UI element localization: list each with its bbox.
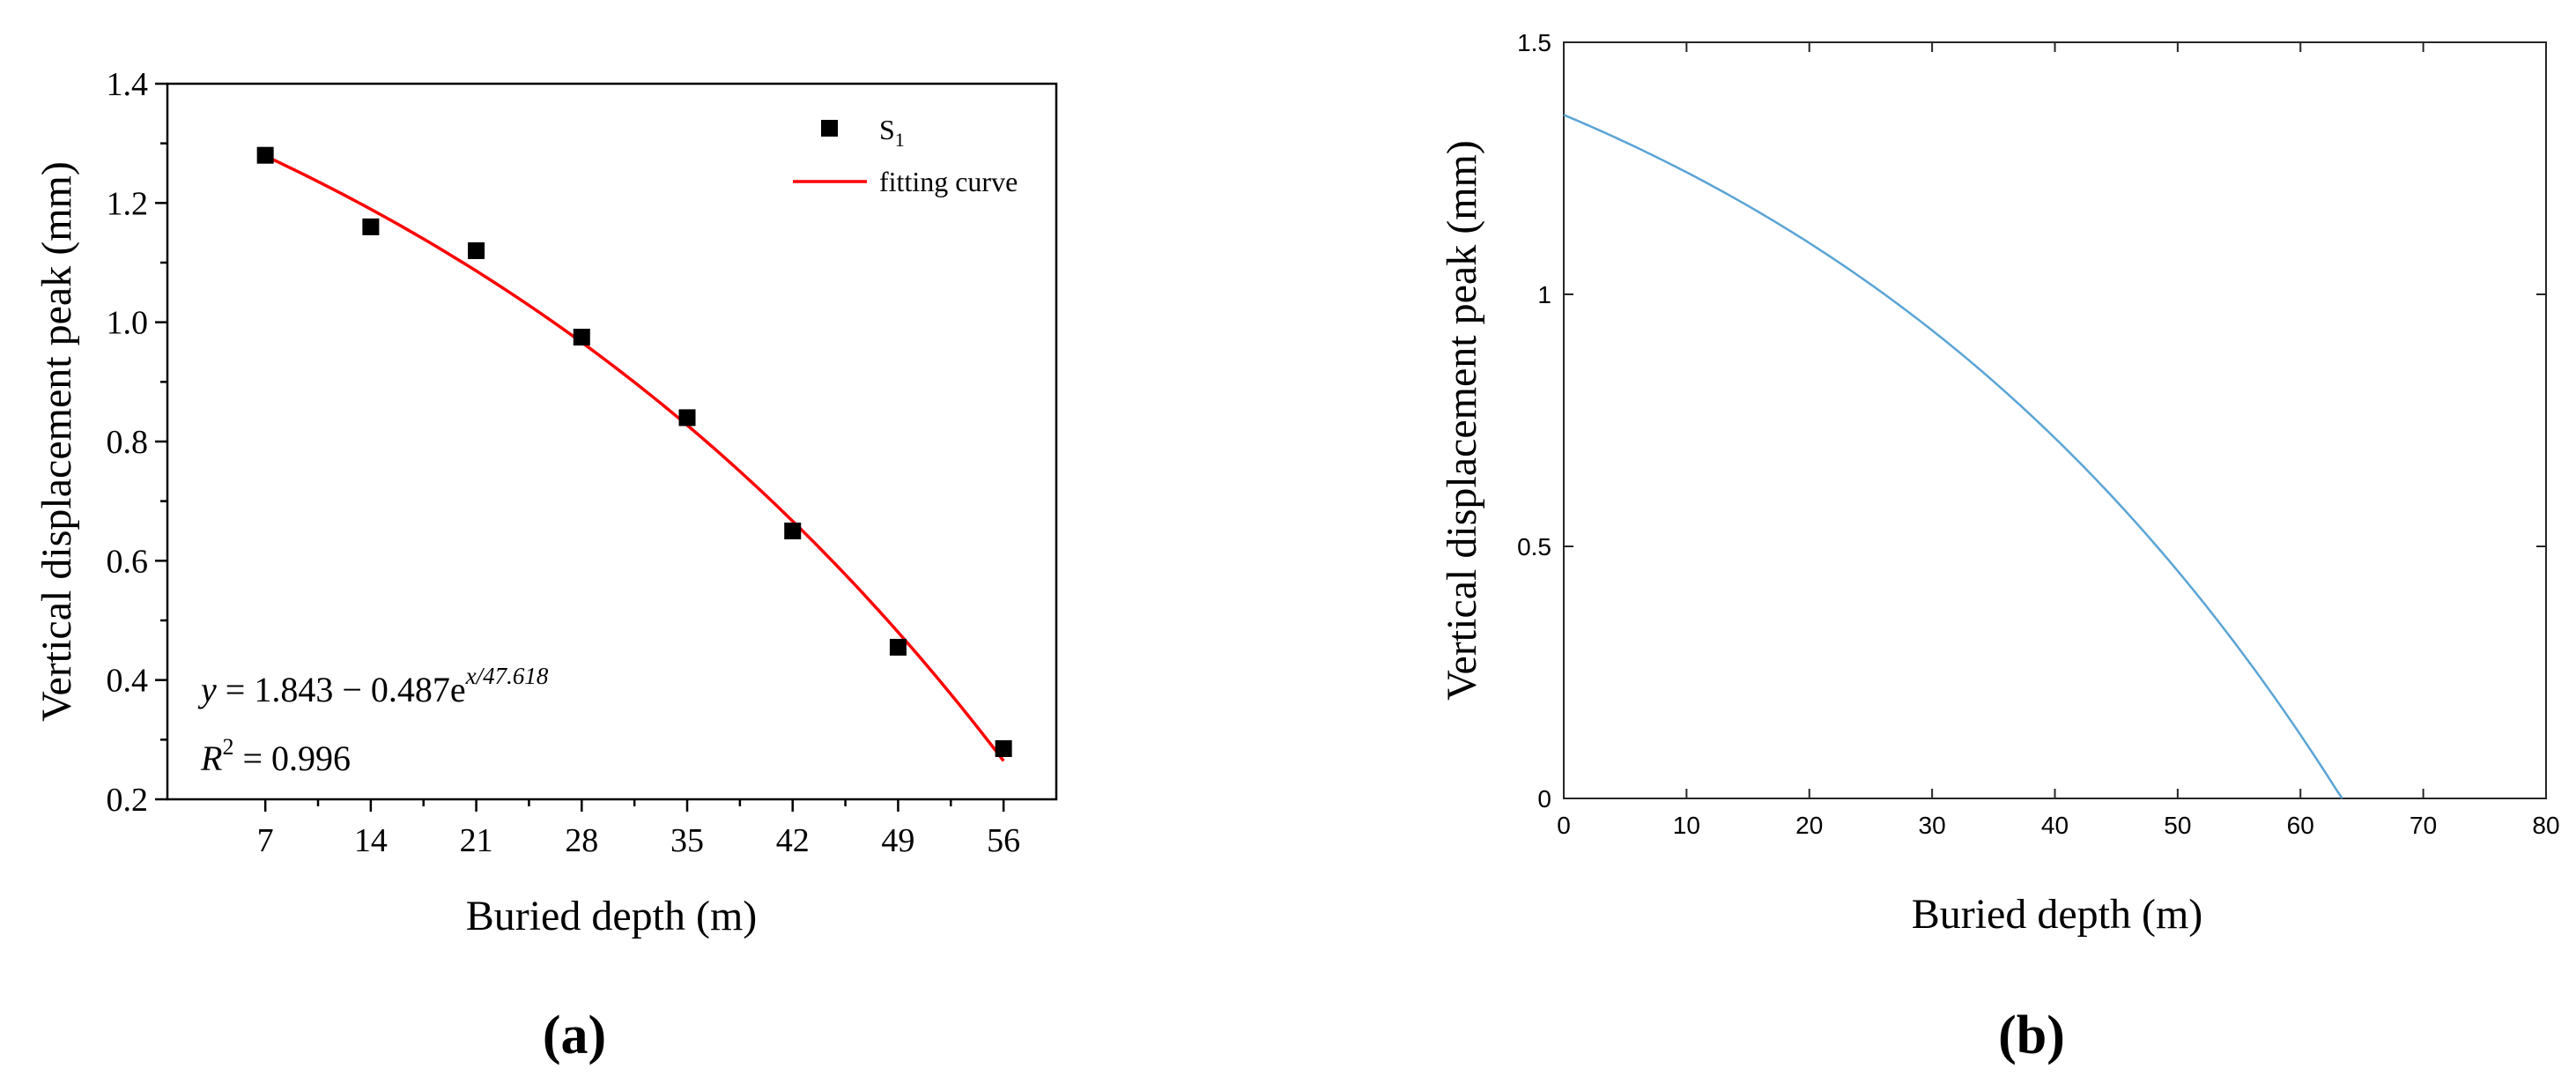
panel-b-y-axis-label: Vertical displacement peak (mm)	[1439, 140, 1485, 701]
panel-a-y-ticks: 0.2 0.4 0.6 0.8 1.0 1.2 1.4	[107, 66, 167, 819]
legend-label-fitting-curve: fitting curve	[879, 166, 1018, 197]
data-point	[995, 739, 1012, 757]
data-point	[573, 329, 590, 346]
x-tick-label: 7	[257, 822, 274, 859]
x-tick-label: 28	[565, 822, 598, 859]
data-point	[362, 218, 380, 235]
y-tick-label: 0.5	[1517, 533, 1551, 560]
r-squared: R2 = 0.996	[200, 734, 351, 778]
panel-b-plot-frame	[1563, 41, 2547, 799]
y-tick-label: 0.6	[107, 543, 149, 580]
y-tick-label: 0.8	[107, 424, 149, 461]
x-tick-label: 80	[2532, 812, 2559, 839]
x-tick-label: 10	[1673, 812, 1700, 839]
x-tick-label: 35	[670, 822, 704, 859]
panel-b-x-ticks: 0 10 20 30 40 50 60 70 80	[1557, 42, 2560, 839]
x-tick-label: 49	[881, 822, 914, 859]
x-tick-label: 30	[1919, 812, 1946, 839]
x-tick-label: 20	[1795, 812, 1823, 839]
panel-a-x-axis-label: Buried depth (m)	[466, 893, 758, 939]
x-tick-label: 0	[1557, 812, 1571, 839]
data-point	[889, 638, 907, 656]
x-tick-label: 60	[2287, 812, 2314, 839]
panel-b-x-axis-label: Buried depth (m)	[1912, 891, 2203, 938]
x-tick-label: 21	[460, 822, 493, 859]
panel-a-data-points	[256, 146, 1012, 757]
y-tick-label: 1.2	[107, 185, 149, 222]
panel-a-fitting-curve	[264, 154, 1005, 762]
panel-b-y-ticks: 0 0.5 1 1.5	[1517, 29, 2546, 813]
y-tick-label: 1	[1537, 281, 1551, 308]
y-tick-label: 0.2	[107, 782, 149, 819]
y-tick-label: 1.0	[107, 305, 149, 342]
data-point	[468, 241, 485, 259]
panel-b-curve	[1563, 114, 2343, 799]
x-tick-label: 40	[2041, 812, 2069, 839]
y-tick-label: 0	[1537, 785, 1551, 813]
panel-a-y-axis-label: Vertical displacement peak (mm)	[33, 161, 80, 722]
panel-b-label: (b)	[1998, 1006, 2065, 1065]
legend-marker-s1	[821, 120, 838, 137]
panel-a-x-ticks: 7 14 21 28 35 42 49 56	[257, 799, 1020, 859]
data-point	[784, 523, 802, 539]
panel-b-chart: 0 0.5 1 1.5 0 10 20 30 40 50 60 70 80 Buried depth …	[1439, 29, 2560, 1065]
x-tick-label: 50	[2164, 812, 2191, 839]
data-point	[256, 146, 274, 164]
fit-equation: y = 1.843 − 0.487ex/47.618	[197, 663, 549, 709]
panel-a-label: (a)	[543, 1006, 606, 1065]
y-tick-label: 1.4	[107, 66, 149, 103]
x-tick-label: 14	[354, 822, 388, 859]
panel-a-chart: 0.2 0.4 0.6 0.8 1.0 1.2 1.4 7 14 21 28 35 42 49 56 S1…	[33, 66, 1058, 1065]
y-tick-label: 0.4	[107, 663, 149, 700]
x-tick-label: 70	[2409, 812, 2437, 839]
legend-label-s1: S1	[879, 114, 905, 151]
data-point	[678, 409, 696, 427]
panel-a-legend: S1 fitting curve	[793, 114, 1018, 197]
x-tick-label: 56	[987, 822, 1020, 859]
x-tick-label: 42	[776, 822, 810, 859]
y-tick-label: 1.5	[1517, 29, 1551, 56]
